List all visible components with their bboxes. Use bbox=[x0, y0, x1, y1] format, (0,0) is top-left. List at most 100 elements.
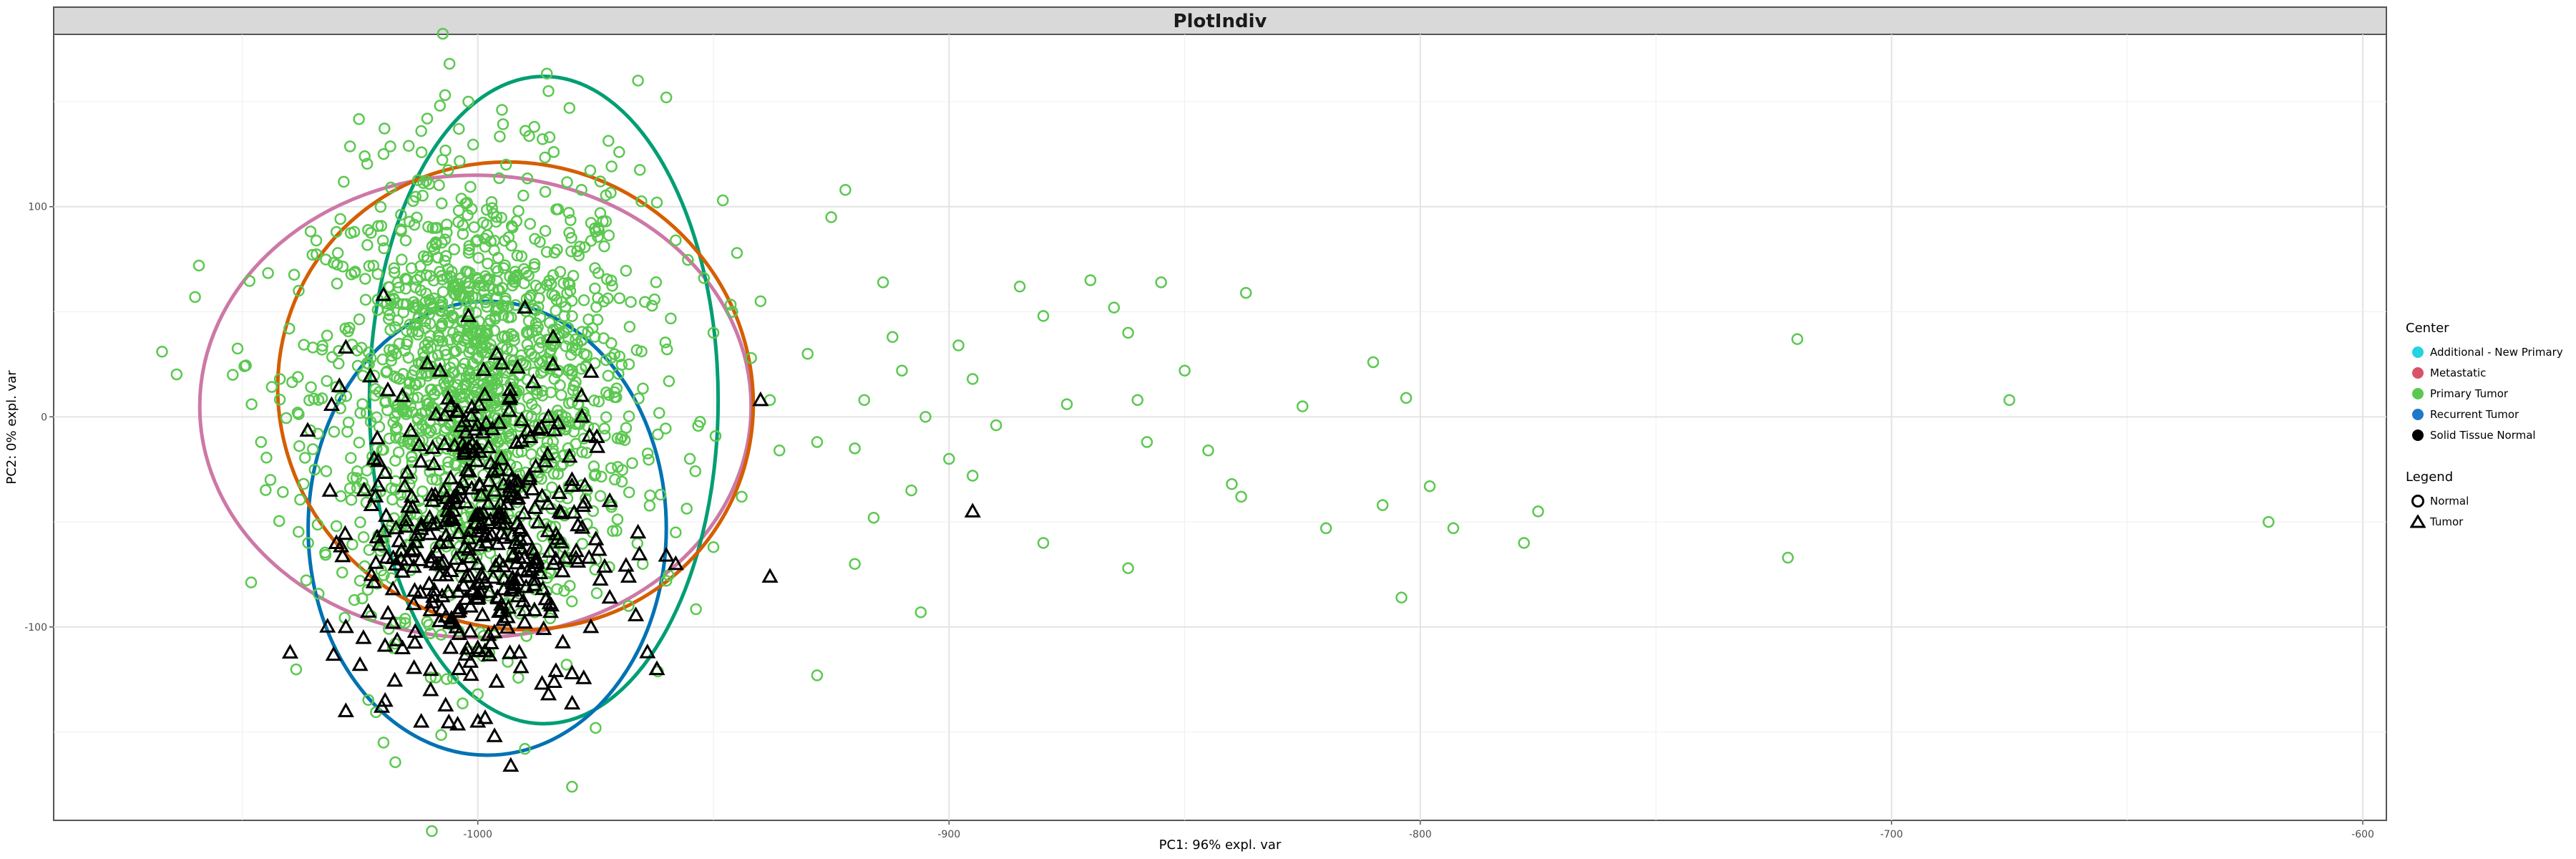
point-triangle bbox=[484, 526, 501, 542]
point-primary-tumor bbox=[344, 227, 357, 239]
point-triangle bbox=[565, 503, 582, 519]
point-primary-tumor bbox=[472, 251, 484, 264]
ellipse-metastatic bbox=[197, 173, 753, 640]
point-triangle bbox=[464, 583, 481, 598]
point-primary-tumor bbox=[552, 409, 564, 422]
point-primary-tumor bbox=[441, 271, 454, 283]
legend-color-dot bbox=[2406, 341, 2430, 362]
point-circle bbox=[293, 284, 305, 297]
point-primary-tumor bbox=[558, 585, 570, 597]
y-tick-label: 0 bbox=[41, 412, 47, 423]
point-primary-tumor bbox=[388, 266, 401, 278]
point-primary-tumor bbox=[481, 273, 493, 286]
point-primary-tumor bbox=[536, 133, 549, 145]
point-primary-tumor bbox=[388, 262, 401, 274]
point-primary-tumor bbox=[594, 490, 607, 503]
point-primary-tumor bbox=[359, 273, 371, 285]
point-triangle bbox=[499, 461, 517, 477]
point-primary-tumor bbox=[572, 249, 585, 262]
point-circle bbox=[660, 575, 673, 587]
point-primary-tumor bbox=[660, 343, 673, 356]
point-primary-tumor bbox=[536, 355, 548, 367]
point-primary-tumor bbox=[353, 313, 366, 326]
point-triangle bbox=[462, 407, 480, 422]
point-primary-tumor bbox=[487, 283, 499, 296]
point-triangle bbox=[545, 328, 562, 344]
point-triangle bbox=[469, 505, 487, 521]
point-triangle bbox=[427, 405, 444, 421]
point-primary-tumor bbox=[607, 525, 619, 538]
point-triangle bbox=[396, 477, 414, 492]
point-primary-tumor bbox=[305, 381, 317, 394]
point-circle bbox=[858, 394, 871, 407]
point-primary-tumor bbox=[514, 402, 526, 414]
point-circle bbox=[683, 452, 696, 465]
point-primary-tumor bbox=[546, 481, 558, 494]
point-triangle bbox=[439, 389, 457, 405]
point-circle bbox=[825, 211, 837, 223]
point-triangle bbox=[475, 361, 492, 377]
point-circle bbox=[189, 291, 201, 304]
point-triangle bbox=[504, 526, 521, 542]
point-primary-tumor bbox=[547, 146, 560, 158]
point-triangle bbox=[400, 498, 417, 513]
point-circle bbox=[472, 688, 484, 701]
point-primary-tumor bbox=[620, 422, 633, 434]
point-triangle bbox=[462, 653, 479, 668]
point-primary-tumor bbox=[351, 359, 364, 372]
point-primary-tumor bbox=[436, 197, 448, 210]
point-triangle bbox=[486, 727, 503, 742]
point-triangle bbox=[554, 634, 572, 649]
point-primary-tumor bbox=[635, 345, 648, 358]
point-primary-tumor bbox=[439, 89, 452, 102]
point-primary-tumor bbox=[432, 329, 444, 341]
point-primary-tumor bbox=[448, 243, 461, 256]
point-primary-tumor bbox=[442, 456, 454, 468]
point-triangle bbox=[522, 428, 539, 443]
point-primary-tumor bbox=[615, 475, 628, 488]
point-primary-tumor bbox=[680, 503, 693, 515]
point-triangle bbox=[439, 583, 457, 598]
point-circle bbox=[1060, 398, 1073, 410]
point-primary-tumor bbox=[480, 324, 493, 336]
point-primary-tumor bbox=[345, 452, 357, 465]
point-primary-tumor bbox=[409, 378, 421, 390]
point-primary-tumor bbox=[606, 280, 618, 292]
point-primary-tumor bbox=[277, 486, 289, 498]
point-primary-tumor bbox=[682, 253, 694, 266]
point-triangle bbox=[639, 644, 656, 659]
point-primary-tumor bbox=[435, 629, 447, 641]
point-primary-tumor bbox=[449, 459, 462, 472]
point-triangle bbox=[532, 419, 550, 435]
point-triangle bbox=[493, 450, 510, 465]
point-triangle bbox=[371, 535, 388, 551]
point-primary-tumor bbox=[345, 268, 358, 281]
point-primary-tumor bbox=[364, 416, 377, 428]
point-circle bbox=[839, 184, 852, 196]
center-legend-item: Recurrent Tumor bbox=[2406, 404, 2563, 424]
x-tick-label: -700 bbox=[1880, 829, 1903, 840]
point-primary-tumor bbox=[552, 203, 565, 215]
point-circle bbox=[1782, 551, 1794, 564]
point-triangle bbox=[487, 557, 504, 572]
point-primary-tumor bbox=[502, 231, 515, 243]
point-triangle bbox=[484, 568, 502, 584]
point-triangle bbox=[524, 480, 541, 495]
point-circle bbox=[1447, 522, 1460, 535]
point-triangle bbox=[449, 403, 467, 418]
point-triangle bbox=[411, 551, 429, 566]
point-primary-tumor bbox=[544, 612, 557, 625]
point-primary-tumor bbox=[600, 354, 613, 367]
point-primary-tumor bbox=[565, 295, 578, 307]
point-triangle bbox=[516, 613, 533, 629]
point-primary-tumor bbox=[441, 387, 454, 399]
point-primary-tumor bbox=[326, 351, 338, 364]
point-primary-tumor bbox=[371, 268, 384, 281]
point-primary-tumor bbox=[602, 135, 615, 147]
point-primary-tumor bbox=[620, 264, 633, 277]
y-axis-ticks: -100 0 100 bbox=[24, 202, 54, 634]
point-primary-tumor bbox=[463, 280, 475, 293]
point-primary-tumor bbox=[440, 250, 452, 262]
point-triangle bbox=[449, 487, 467, 503]
point-triangle bbox=[376, 691, 394, 707]
